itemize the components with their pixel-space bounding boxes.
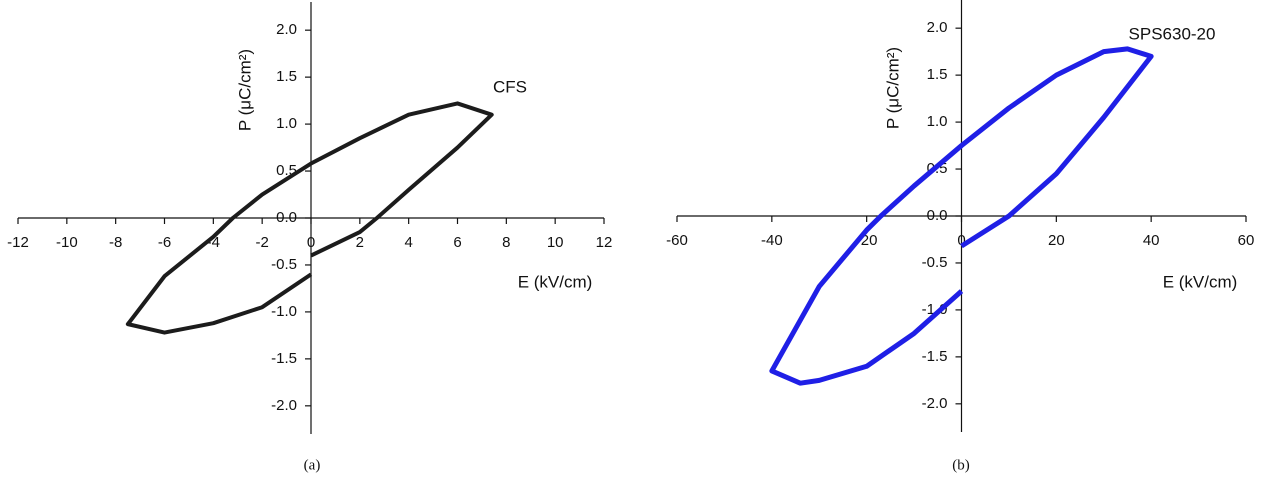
x-tick-label: 40: [1143, 232, 1160, 249]
y-tick-label: 0.0: [276, 209, 297, 226]
x-tick-label: 12: [596, 234, 613, 251]
x-tick-label: 20: [1048, 232, 1065, 249]
x-tick-label: 0: [307, 234, 315, 251]
x-tick-label: 10: [547, 234, 564, 251]
y-tick-label: -2.0: [922, 395, 948, 412]
x-tick-label: -12: [7, 234, 29, 251]
y-tick-label: 1.5: [276, 68, 297, 85]
x-tick-label: -2: [255, 234, 268, 251]
y-tick-label: -0.5: [922, 254, 948, 271]
y-tick-label: 1.0: [927, 113, 948, 130]
x-tick-label: -6: [158, 234, 171, 251]
x-tick-label: 4: [404, 234, 412, 251]
y-tick-label: -1.0: [271, 303, 297, 320]
x-tick-label: -60: [666, 232, 688, 249]
y-tick-label: -1.5: [922, 348, 948, 365]
x-tick-label: 2: [356, 234, 364, 251]
x-tick-label: -40: [761, 232, 783, 249]
x-tick-label: 8: [502, 234, 510, 251]
y-tick-label: -1.5: [271, 350, 297, 367]
loop-line: [769, 46, 1154, 386]
y-tick-label: 0.0: [927, 207, 948, 224]
y-tick-label: 2.0: [276, 21, 297, 38]
y-tick-label: 1.5: [927, 66, 948, 83]
y-tick-label: -2.0: [271, 397, 297, 414]
annotation: SPS630-20: [1129, 24, 1216, 43]
y-axis-label: P (μC/cm²): [235, 49, 254, 131]
caption: (a): [304, 457, 321, 473]
y-tick-label: -0.5: [271, 256, 297, 273]
y-tick-label: -1.0: [922, 301, 948, 318]
y-tick-label: 1.0: [276, 115, 297, 132]
loop-line: [125, 101, 494, 335]
x-tick-label: -8: [109, 234, 122, 251]
x-tick-label: 60: [1238, 232, 1255, 249]
x-tick-label: 6: [453, 234, 461, 251]
x-tick-label: -10: [56, 234, 78, 251]
x-axis-label: E (kV/cm): [1163, 272, 1238, 291]
y-tick-label: 2.0: [927, 19, 948, 36]
caption: (b): [952, 457, 970, 473]
y-axis-label: P (μC/cm²): [883, 47, 902, 129]
x-axis-label: E (kV/cm): [518, 272, 593, 291]
x-tick-label: 0: [957, 232, 965, 249]
annotation: CFS: [493, 77, 527, 96]
